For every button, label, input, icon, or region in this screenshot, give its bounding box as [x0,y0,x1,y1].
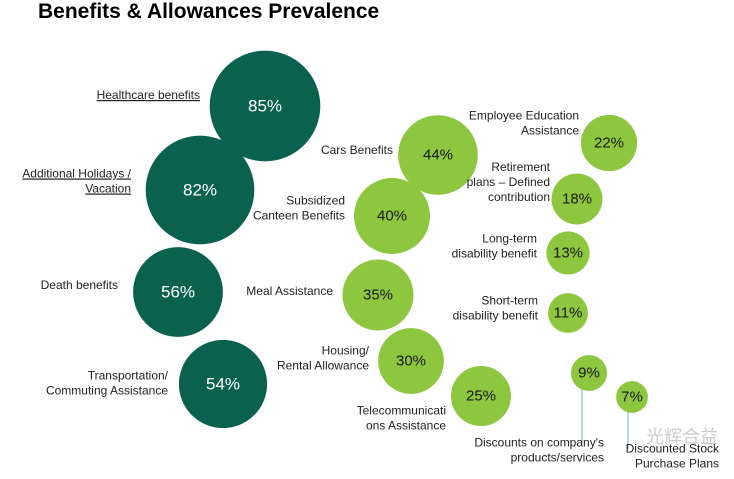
bubble-2-value: 82% [183,181,217,200]
bubble-10-label-line-2: Assistance [521,124,579,138]
bubble-9-value: 25% [466,388,496,405]
bubble-5-value: 44% [423,147,453,164]
bubble-4-circle [178,339,268,429]
bubble-1-value: 85% [248,97,282,116]
bubble-11-label-line-3: contribution [488,190,550,204]
bubble-12-label-line-1: Long-term [482,232,537,246]
bubble-2-circle [145,135,255,245]
bubble-5-circle [398,115,478,195]
bubble-10-label-line-1: Employee Education [469,109,579,123]
bubble-9-circle [451,366,511,426]
bubble-15-value: 7% [621,389,643,406]
bubble-3-value: 56% [161,283,195,302]
bubble-2-label-line-1: Additional Holidays / [22,167,131,181]
bubble-11-label-line-2: plans – Defined [467,175,550,189]
bubble-3-label-line-1: Death benefits [41,278,118,292]
bubble-1-circle [209,50,321,162]
bubble-14-label-line-1: Discounts on company's [474,436,604,450]
bubble-8-label-line-1: Housing/ [322,344,370,358]
bubble-11-value: 18% [562,191,592,208]
bubble-3-circle [133,247,223,337]
bubble-13-value: 11% [554,305,583,322]
bubble-6-circle [354,178,430,254]
bubble-4-value: 54% [206,375,240,394]
bubble-8-circle [378,328,444,394]
bubble-15-label-line-1: Discounted Stock [626,442,720,456]
watermark-text: 光辉合益 [646,427,718,448]
bubble-6-label-line-1: Subsidized [286,194,345,208]
bubble-4-label-line-2: Commuting Assistance [46,384,168,398]
bubble-12-value: 13% [553,245,583,262]
bubble-13-circle [548,293,588,333]
bubble-7-label-line-1: Meal Assistance [246,284,333,298]
bubble-12-circle [546,231,590,275]
bubble-14-circle [571,355,607,391]
bubble-13-label-line-1: Short-term [481,294,538,308]
chart-title: Benefits & Allowances Prevalence [38,0,380,23]
bubble-13-label-line-2: disability benefit [453,309,539,323]
bubble-14-value: 9% [578,365,600,382]
bubble-9-label-line-1: Telecommunicati [357,404,446,418]
bubble-11-label-line-1: Retirement [491,160,550,174]
bubble-6-label-line-2: Canteen Benefits [253,209,345,223]
bubble-6-value: 40% [377,208,407,225]
bubble-8-label-line-2: Rental Allowance [277,359,369,373]
bubble-11-circle [551,173,603,225]
bubble-10-value: 22% [594,135,624,152]
bubble-7-value: 35% [363,287,393,304]
bubble-15-label-line-2: Purchase Plans [635,457,719,471]
bubble-4-label-line-1: Transportation/ [88,369,169,383]
bubble-2-label-line-2: Vacation [85,182,131,196]
bubble-8-value: 30% [396,353,426,370]
bubble-14-label-line-2: products/services [511,451,604,465]
bubble-1-label-line-1: Healthcare benefits [97,88,200,102]
bubble-7-circle [342,259,414,331]
bubble-9-label-line-2: ons Assistance [366,419,446,433]
bubble-15-circle [616,381,648,413]
bubble-10-circle [580,114,638,172]
bubble-5-label-line-1: Cars Benefits [321,143,393,157]
bubble-12-label-line-2: disability benefit [452,247,538,261]
